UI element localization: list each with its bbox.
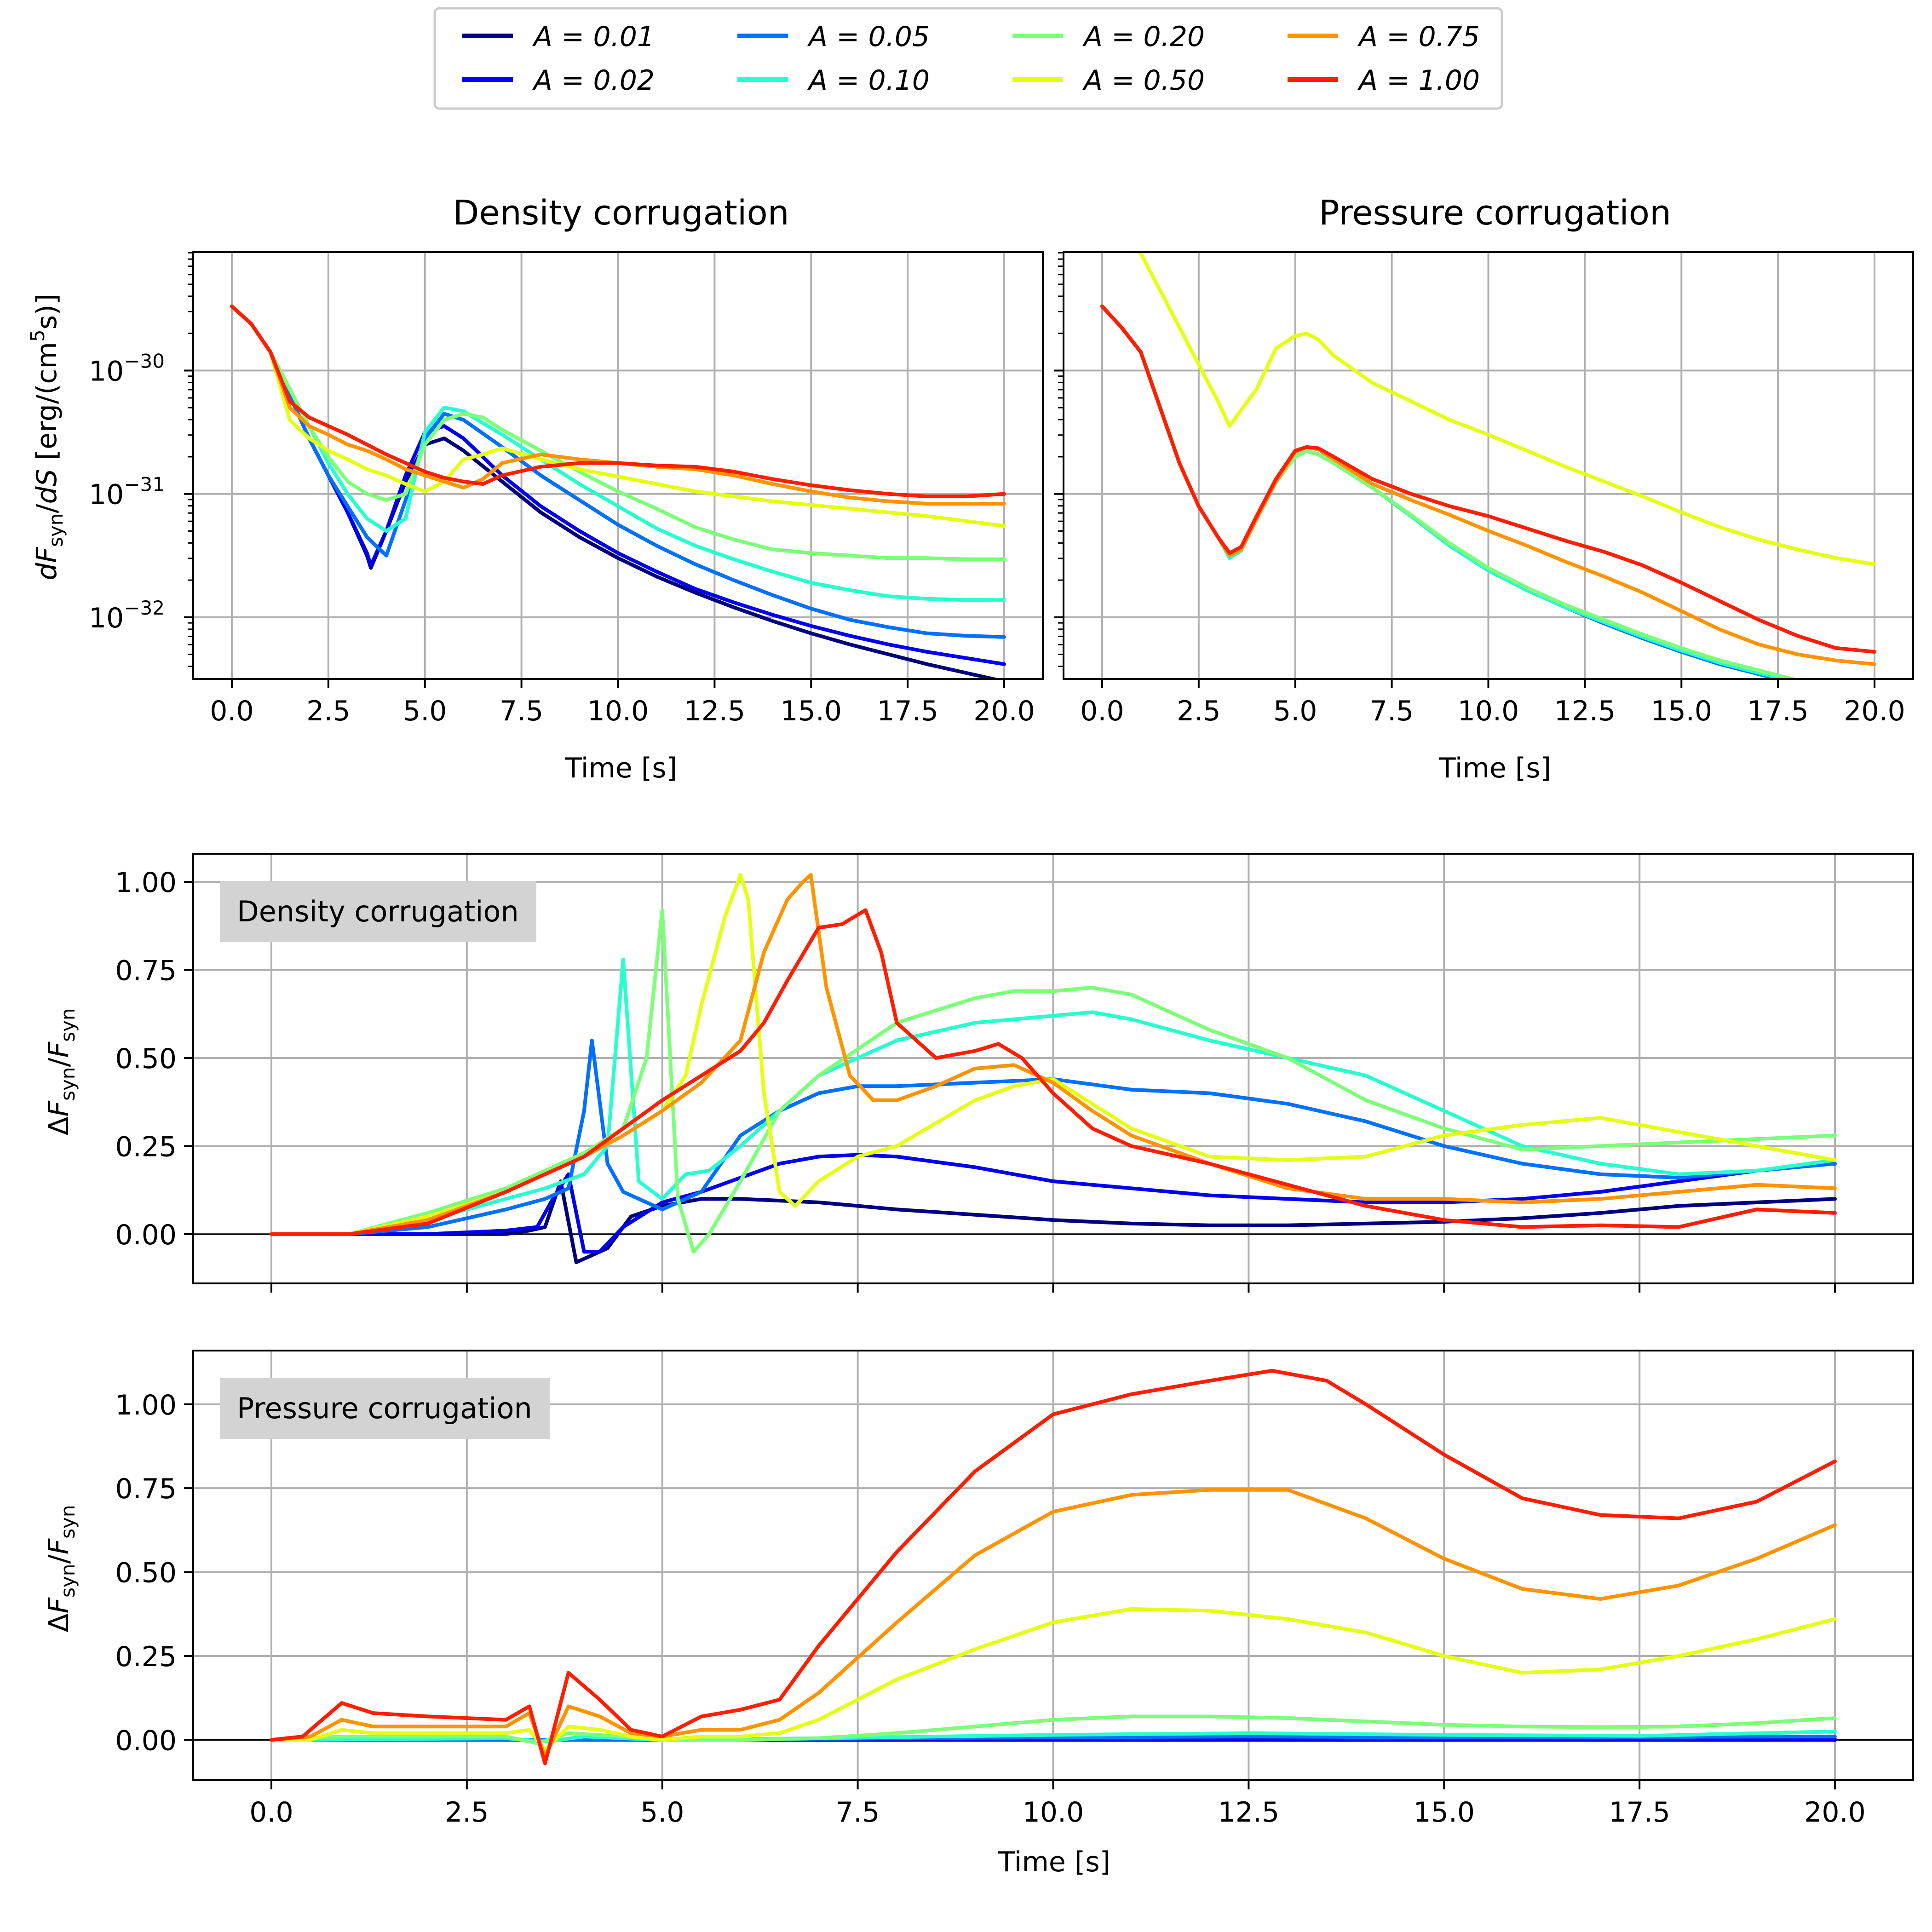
x-tick-label: 2.5 [306,695,350,727]
series-group-top_left [230,305,1006,679]
x-tick-label: 12.5 [684,695,746,727]
y-tick-label: 1.00 [115,867,177,899]
series-group-top_right [1100,252,1876,679]
ticks-middle: 0.00 0.25 0.50 0.75 1.00 [115,867,1836,1293]
series-line-a-0-50 [1138,252,1876,566]
y-tick-label: 0.75 [115,955,177,987]
y-tick-label: 0.25 [115,1131,177,1163]
annotation-box [220,881,536,942]
legend-label-a-0-01: A = 0.01 [532,21,655,53]
annotation-text: Density corrugation [237,895,519,928]
panel-pressure-relative: 0.0 2.5 5.0 7.5 10.0 12.5 15.0 17.5 20.0 0.00 0.25… [43,1350,1914,1878]
series-group-middle [270,873,1837,1265]
x-tick-label: 12.5 [1554,695,1616,727]
x-tick-label: 5.0 [640,1796,684,1828]
x-tick-label: 7.5 [836,1796,880,1828]
y-tick-label: 1.00 [115,1389,177,1421]
x-tick-label: 15.0 [780,695,842,727]
annotation-bottom: Pressure corrugation [220,1378,550,1439]
x-tick-label: 15.0 [1650,695,1712,727]
x-tick-label: 5.0 [403,695,447,727]
series-group-bottom [270,1368,1837,1765]
legend-label-a-0-02: A = 0.02 [532,64,655,97]
series-line-a-0-05 [270,1038,1837,1236]
legend-label-a-1-00: A = 1.00 [1357,64,1480,97]
grid-top_right [1064,252,1913,679]
annotation-middle: Density corrugation [220,881,536,942]
y-tick-label: 0.75 [115,1473,177,1505]
y-tick-label: 0.25 [115,1641,177,1673]
legend-frame [433,7,1503,110]
x-tick-label: 20.0 [1804,1796,1866,1828]
series-line-a-0-75 [270,873,1837,1236]
xlabel-bottom: Time [s] [998,1846,1110,1878]
legend-label-a-0-05: A = 0.05 [807,21,930,53]
series-line-a-1-00 [1100,305,1876,654]
series-line-a-1-00 [270,1368,1837,1765]
series-line-a-0-05 [270,1735,1837,1742]
legend-label-a-0-10: A = 0.10 [807,64,930,97]
x-tick-label: 7.5 [1370,695,1414,727]
y-tick-label: 10−31 [89,473,165,511]
x-tick-label: 0.0 [1080,695,1124,727]
ticks-bottom: 0.0 2.5 5.0 7.5 10.0 12.5 15.0 17.5 20.0 0.00 0.25… [115,1389,1865,1828]
series-line-a-1-00 [270,908,1837,1236]
title-pressure-log: Pressure corrugation [1319,193,1671,233]
panel-density-log: Density corrugation 0.0 2.5 5.0 7.5 10.0 12.5… [26,193,1044,784]
series-line-a-0-20 [270,1714,1837,1745]
x-tick-label: 17.5 [877,695,938,727]
annotation-box [220,1378,550,1439]
x-tick-label: 12.5 [1218,1796,1280,1828]
y-tick-label: 10−30 [89,350,165,387]
x-tick-label: 17.5 [1609,1796,1670,1828]
x-tick-label: 7.5 [500,695,543,727]
annotation-text: Pressure corrugation [237,1392,532,1425]
x-tick-label: 17.5 [1747,695,1809,727]
x-tick-label: 20.0 [1844,695,1905,727]
ylabel-log: dFsyn/dS [erg/(cm5s)] [26,293,67,580]
x-tick-label: 10.0 [587,695,649,727]
y-tick-label: 0.50 [115,1557,177,1589]
x-tick-label: 20.0 [973,695,1035,727]
legend: A = 0.01 A = 0.02 A = 0.05 A = 0.10 A = 0.20… [433,7,1503,110]
x-tick-label: 0.0 [249,1796,293,1828]
series-line-a-1-00 [230,305,1006,499]
series-line-a-0-75 [230,305,1006,506]
legend-label-a-0-50: A = 0.50 [1082,64,1205,97]
x-tick-label: 2.5 [1177,695,1220,727]
y-tick-label: 10−32 [89,597,165,634]
panel-pressure-log: Pressure corrugation 0.0 2.5 5.0 7.5 10.0 12.… [1054,193,1914,784]
series-line-a-0-50 [230,305,1006,528]
x-tick-label: 2.5 [445,1796,489,1828]
x-tick-label: 10.0 [1023,1796,1084,1828]
legend-label-a-0-20: A = 0.20 [1082,21,1205,53]
y-tick-label: 0.00 [115,1219,177,1251]
ticks-top_left: 0.0 2.5 5.0 7.5 10.0 12.5 15.0 17.5 20.0 10−32 10−… [89,252,1035,727]
x-tick-label: 5.0 [1273,695,1317,727]
ticks-top_right: 0.0 2.5 5.0 7.5 10.0 12.5 15.0 17.5 20.0 [1054,252,1905,727]
ylabel-relative-density: ΔFsyn/Fsyn [43,1008,79,1135]
ylabel-relative-pressure: ΔFsyn/Fsyn [43,1505,79,1632]
y-tick-label: 0.00 [115,1725,177,1757]
x-tick-label: 0.0 [210,695,253,727]
xlabel-pressure-log: Time [s] [1438,752,1551,784]
series-line-a-0-20 [230,305,1006,561]
xlabel-density-log: Time [s] [564,752,677,784]
series-line-a-0-75 [270,1488,1837,1759]
title-density-log: Density corrugation [453,193,789,233]
x-tick-label: 15.0 [1413,1796,1475,1828]
series-line-a-0-50 [270,1607,1837,1752]
y-tick-label: 0.50 [115,1043,177,1075]
legend-label-a-0-75: A = 0.75 [1357,21,1480,53]
x-tick-label: 10.0 [1458,695,1519,727]
